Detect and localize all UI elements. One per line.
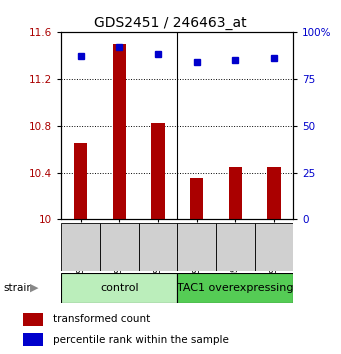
Text: strain: strain: [3, 282, 33, 293]
Bar: [61, 273, 177, 303]
Text: GDS2451 / 246463_at: GDS2451 / 246463_at: [94, 16, 247, 30]
Bar: [228, 167, 242, 219]
Bar: [255, 223, 293, 271]
Bar: [177, 273, 293, 303]
Bar: [74, 143, 87, 219]
Bar: [151, 123, 165, 219]
Bar: [23, 313, 43, 326]
Bar: [267, 167, 281, 219]
Text: ▶: ▶: [30, 282, 38, 293]
Bar: [139, 223, 177, 271]
Text: transformed count: transformed count: [53, 314, 150, 325]
Bar: [100, 223, 139, 271]
Text: control: control: [100, 282, 139, 293]
Bar: [113, 44, 126, 219]
Text: TAC1 overexpressing: TAC1 overexpressing: [177, 282, 294, 293]
Bar: [61, 223, 100, 271]
Bar: [23, 333, 43, 346]
Bar: [216, 223, 255, 271]
Bar: [177, 223, 216, 271]
Bar: [190, 178, 204, 219]
Text: percentile rank within the sample: percentile rank within the sample: [53, 335, 228, 345]
